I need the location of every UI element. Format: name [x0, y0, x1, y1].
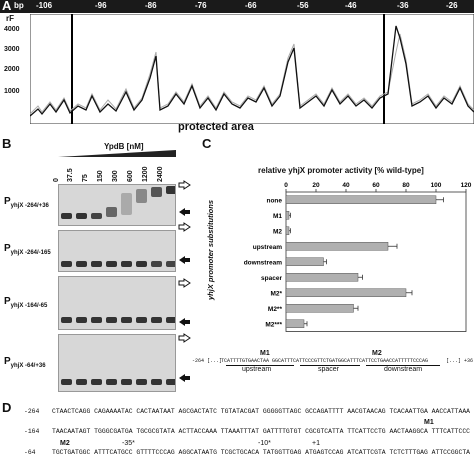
gel-image: [58, 276, 176, 330]
region-bracket: [226, 365, 294, 366]
bar: [285, 195, 437, 204]
position-label: -76: [195, 1, 207, 10]
scheme-right-position: [...] +36: [446, 358, 474, 364]
plus1-mark: +1: [312, 440, 320, 447]
region-label: downstream: [384, 366, 423, 373]
bar: [285, 242, 389, 251]
sequence-position: -164: [24, 428, 40, 435]
category-label: M2***: [265, 321, 282, 328]
position-label: -96: [95, 1, 107, 10]
construct-label: PyhjX -264/+36: [4, 196, 49, 209]
panel-letter-c: C: [202, 136, 212, 151]
position-label: -26: [446, 1, 458, 10]
bar: [285, 226, 290, 235]
sequence-line: TGCTGATGGC ATTTCATGCC GTTTTCCCAG AGGCATA…: [52, 449, 471, 456]
x-tick-label: 80: [402, 182, 410, 189]
scheme-left-position: -264 [...]: [192, 358, 223, 364]
protected-area-label: protected area: [178, 121, 254, 133]
position-label: -56: [297, 1, 309, 10]
y-axis-label: rF: [6, 14, 14, 23]
category-label: M2: [273, 228, 282, 235]
category-label: M1: [273, 213, 282, 220]
m2-label: M2: [372, 350, 382, 357]
y-tick: 3000: [4, 46, 20, 53]
region-bracket: [300, 365, 360, 366]
minus10-mark: -10*: [258, 440, 271, 447]
x-tick-label: 20: [312, 182, 320, 189]
m1-mark: M1: [424, 419, 434, 426]
position-label: -36: [397, 1, 409, 10]
sequence-line: TAACAATAGT TGGGCGATGA TGCGCGTATA ACTTACC…: [52, 428, 471, 435]
m1-label: M1: [260, 350, 270, 357]
x-tick-label: 40: [342, 182, 350, 189]
x-tick-label: 120: [461, 182, 472, 189]
gel-image: [58, 230, 176, 272]
footprint-electropherogram: [30, 14, 474, 124]
y-tick: 4000: [4, 26, 20, 33]
bar: [285, 304, 354, 313]
concentration: 300: [112, 170, 119, 182]
y-tick: 1000: [4, 88, 20, 95]
y-axis-title: yhjX promoter substitutions: [206, 199, 215, 300]
position-label: -106: [36, 1, 53, 10]
category-label: downstream: [244, 259, 283, 266]
bar: [285, 211, 290, 220]
position-label: -86: [145, 1, 157, 10]
concentration: 2400: [157, 166, 164, 182]
concentration: 0: [53, 178, 60, 182]
panel-letter-a-overlay: A: [2, 0, 12, 13]
construct-label: PyhjX -164/-65: [4, 296, 48, 309]
region-label: upstream: [242, 366, 272, 373]
x-tick-label: 0: [284, 182, 288, 189]
minus35-mark: -35*: [122, 440, 135, 447]
bar: [285, 319, 305, 328]
category-label: M2*: [270, 290, 282, 297]
concentration: 1200: [142, 166, 149, 182]
bar: [285, 273, 359, 282]
position-label: -66: [245, 1, 257, 10]
concentration: 150: [97, 170, 104, 182]
category-label: spacer: [261, 275, 282, 282]
bar: [285, 257, 324, 266]
region-bracket: [366, 365, 440, 366]
chart-title: relative yhjX promoter activity [% wild-…: [258, 166, 424, 175]
construct-label: PyhjX -264/-165: [4, 243, 51, 256]
bar: [285, 288, 407, 297]
position-label: -46: [345, 1, 357, 10]
concentration: 37.5: [67, 168, 74, 182]
gel-image: [58, 334, 176, 392]
concentration: 75: [82, 174, 89, 182]
concentration-labels: 0 37.5 75 150 300 600 1200 2400: [53, 158, 176, 182]
position-header-bar: [0, 0, 474, 13]
protein-concentration-label: YpdB [nM]: [104, 142, 144, 151]
x-tick-label: 100: [431, 182, 442, 189]
band-arrows: [178, 180, 191, 382]
bp-label: bp: [14, 1, 24, 10]
panel-letter-b: B: [2, 136, 12, 151]
concentration-wedge: [58, 150, 176, 157]
category-label: M2**: [268, 306, 283, 313]
gel-image: [58, 184, 176, 226]
concentration: 600: [127, 170, 134, 182]
category-label: upstream: [253, 244, 282, 251]
panel-letter-d: D: [2, 400, 12, 415]
y-tick: 2000: [4, 66, 20, 73]
scheme-sequence: TCATTTTGTGAACTAA GGCATTTCATTCCCGTTCTGATG…: [221, 358, 429, 364]
sequence-position: -264: [24, 408, 40, 415]
x-tick-label: 60: [372, 182, 380, 189]
construct-label: PyhjX -64/+36: [4, 356, 46, 369]
region-label: spacer: [318, 366, 340, 373]
sequence-line: CTAACTCAGG CAGAAAATAC CACTAATAAT AGCGACT…: [52, 408, 471, 415]
category-label: none: [266, 197, 282, 204]
promoter-activity-chart: 0 20 40 60 80 100 120 none M1 M2 upstream downstrea…: [244, 182, 472, 332]
sequence-position: -64: [24, 449, 36, 456]
m2-mark: M2: [60, 440, 70, 447]
